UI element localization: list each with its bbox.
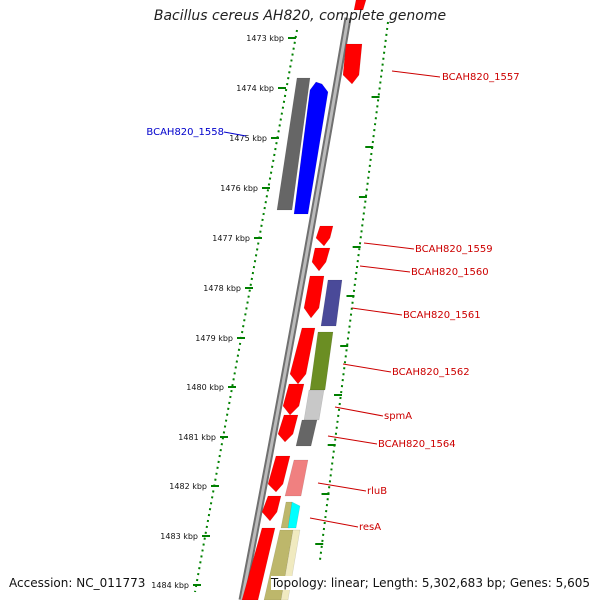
- genome-title: Bacillus cereus AH820, complete genome: [153, 8, 447, 24]
- gene-label-leader: [391, 70, 441, 78]
- gene-spmA-a: [282, 383, 305, 416]
- gene-label: spmA: [384, 411, 412, 422]
- kbp-tick-label: 1480 kbp: [186, 383, 224, 392]
- gene-bottom-red: [241, 527, 276, 600]
- gene-label: BCAH820_1558: [146, 127, 224, 138]
- gene-label-leader: [223, 131, 247, 137]
- gene-label: BCAH820_1559: [415, 244, 493, 255]
- gene-resA-a: [261, 495, 282, 522]
- gene-1561: [320, 279, 343, 327]
- gene-spmA: [303, 389, 325, 421]
- gene-label-leader: [317, 482, 367, 492]
- gene-label-leader: [327, 435, 378, 445]
- gene-1558: [293, 81, 329, 215]
- kbp-tick-label: 1477 kbp: [212, 234, 250, 243]
- ruler-left: [194, 29, 298, 593]
- kbp-tick-label: 1483 kbp: [160, 532, 198, 541]
- gene-1561a: [303, 275, 325, 319]
- gene-label-leader: [351, 307, 403, 316]
- kbp-tick-label: 1484 kbp: [151, 581, 189, 590]
- kbp-tick-label: 1479 kbp: [195, 334, 233, 343]
- kbp-tick-label: 1476 kbp: [220, 184, 258, 193]
- gene-rluB: [284, 459, 309, 497]
- gene-1559: [315, 225, 334, 247]
- gene-label-leader: [363, 242, 415, 250]
- gene-label-leader: [334, 406, 384, 417]
- gene-label: BCAH820_1557: [442, 72, 520, 83]
- gene-rluB-a: [267, 455, 291, 493]
- gene-1562a: [289, 327, 316, 385]
- gene-1564: [295, 419, 318, 447]
- gene-label: BCAH820_1561: [403, 310, 481, 321]
- gene-resA: [287, 501, 301, 529]
- backbone-line: [240, 17, 350, 600]
- gene-1562: [309, 331, 334, 391]
- topology-label: Topology: linear; Length: 5,302,683 bp; …: [270, 576, 590, 590]
- gene-label: BCAH820_1560: [411, 267, 489, 278]
- gene-1564a: [277, 414, 299, 443]
- ruler-right: [319, 21, 389, 561]
- gene-label: BCAH820_1564: [378, 439, 456, 450]
- gene-top: [353, 0, 367, 11]
- gene-label-leader: [342, 363, 392, 373]
- accession-label: Accession: NC_011773: [9, 576, 146, 590]
- gene-label-leader: [359, 265, 411, 273]
- gene-label: BCAH820_1562: [392, 367, 470, 378]
- kbp-tick-label: 1474 kbp: [236, 84, 274, 93]
- kbp-tick-label: 1482 kbp: [169, 482, 207, 491]
- gene-1558-gray: [276, 77, 311, 211]
- gene-1560: [311, 247, 331, 272]
- gene-1557: [342, 43, 363, 85]
- gene-label-leader: [309, 517, 359, 528]
- kbp-tick-label: 1481 kbp: [178, 433, 216, 442]
- kbp-tick-label: 1475 kbp: [229, 134, 267, 143]
- gene-label: resA: [359, 522, 381, 533]
- kbp-tick-label: 1478 kbp: [203, 284, 241, 293]
- kbp-tick-label: 1473 kbp: [246, 34, 284, 43]
- gene-label: rluB: [367, 486, 387, 497]
